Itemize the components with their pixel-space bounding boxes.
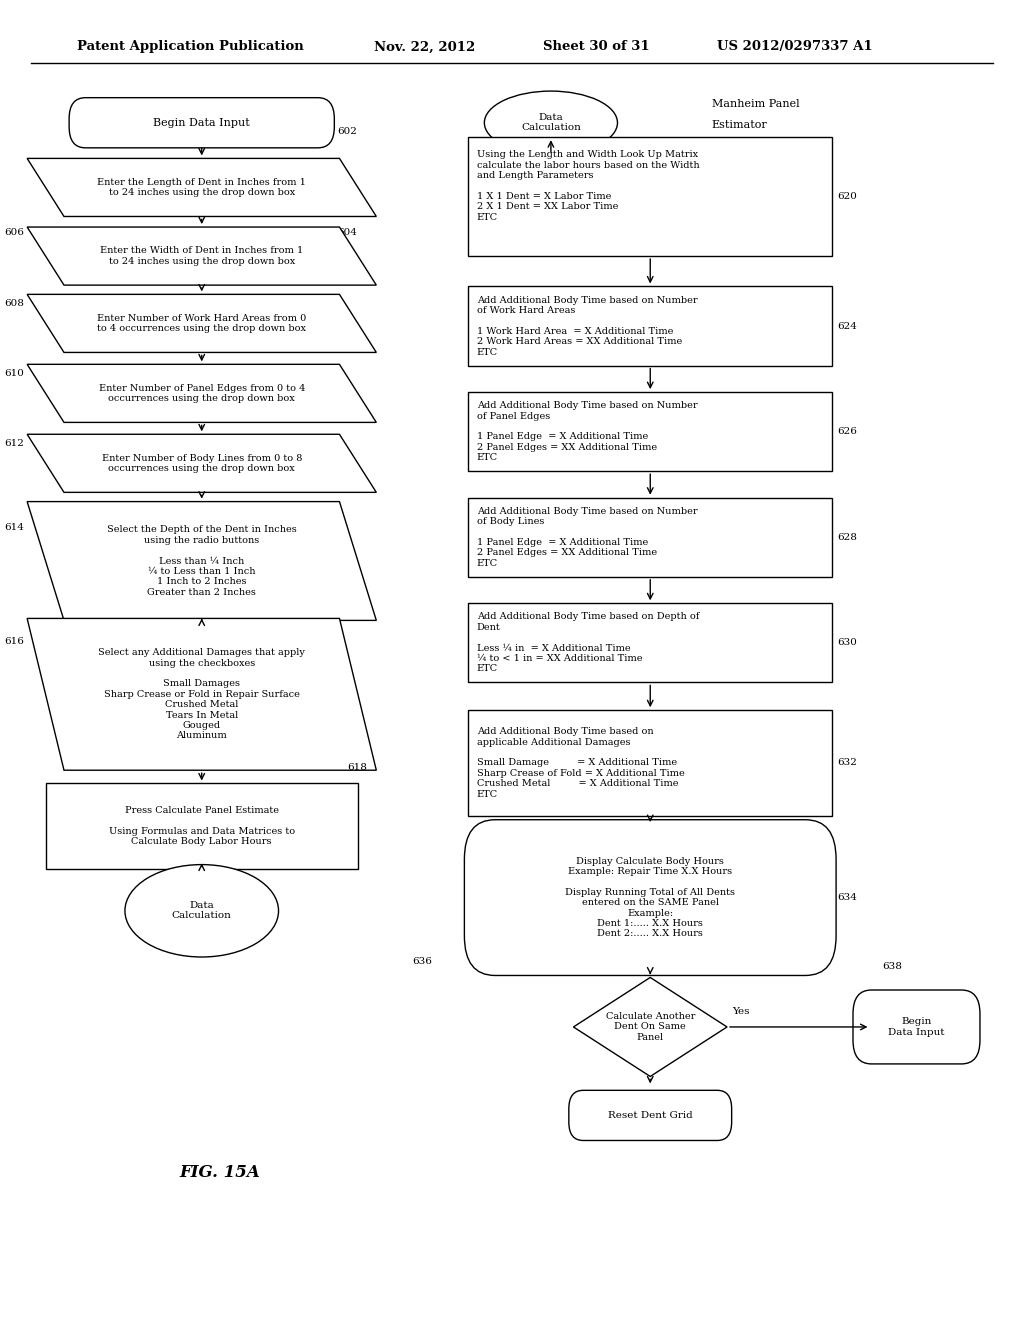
Text: 638a: 638a (666, 1096, 691, 1105)
Text: Add Additional Body Time based on Depth of
Dent

Less ¼ in  = X Additional Time
: Add Additional Body Time based on Depth … (477, 612, 699, 673)
Polygon shape (28, 502, 377, 620)
FancyBboxPatch shape (853, 990, 980, 1064)
Bar (469, 392, 831, 471)
Text: Nov. 22, 2012: Nov. 22, 2012 (374, 41, 475, 53)
Polygon shape (28, 364, 377, 422)
Text: Begin Data Input: Begin Data Input (154, 117, 250, 128)
Text: 632: 632 (838, 759, 857, 767)
Text: Select the Depth of the Dent in Inches
using the radio buttons

Less than ¼ Inch: Select the Depth of the Dent in Inches u… (106, 525, 297, 597)
Text: Add Additional Body Time based on Number
of Work Hard Areas

1 Work Hard Area  =: Add Additional Body Time based on Number… (477, 296, 697, 356)
Ellipse shape (125, 865, 279, 957)
Text: 604: 604 (338, 228, 357, 236)
Text: 610: 610 (5, 370, 25, 378)
Text: Estimator: Estimator (712, 120, 767, 131)
Bar (469, 137, 831, 256)
Text: 608: 608 (5, 300, 25, 308)
Bar (46, 783, 358, 869)
Bar (469, 710, 831, 816)
Text: 602: 602 (338, 128, 357, 136)
Text: Add Additional Body Time based on
applicable Additional Damages

Small Damage   : Add Additional Body Time based on applic… (477, 727, 684, 799)
Polygon shape (28, 227, 377, 285)
Text: Manheim Panel: Manheim Panel (712, 99, 800, 110)
Text: Add Additional Body Time based on Number
of Panel Edges

1 Panel Edge  = X Addit: Add Additional Body Time based on Number… (477, 401, 697, 462)
Text: 614: 614 (5, 524, 25, 532)
Text: Add Additional Body Time based on Number
of Body Lines

1 Panel Edge  = X Additi: Add Additional Body Time based on Number… (477, 507, 697, 568)
Text: 616: 616 (5, 638, 25, 645)
Text: Patent Application Publication: Patent Application Publication (77, 41, 303, 53)
Ellipse shape (484, 91, 617, 154)
Polygon shape (28, 434, 377, 492)
Text: Data
Calculation: Data Calculation (172, 902, 231, 920)
Text: Enter the Width of Dent in Inches from 1
to 24 inches using the drop down box: Enter the Width of Dent in Inches from 1… (100, 247, 303, 265)
Polygon shape (28, 294, 377, 352)
Text: Sheet 30 of 31: Sheet 30 of 31 (543, 41, 649, 53)
Text: Display Calculate Body Hours
Example: Repair Time X.X Hours

Display Running Tot: Display Calculate Body Hours Example: Re… (565, 857, 735, 939)
Text: FIG. 15A: FIG. 15A (180, 1164, 260, 1181)
Text: 612: 612 (5, 440, 25, 447)
Text: 624: 624 (838, 322, 857, 330)
Text: Enter the Length of Dent in Inches from 1
to 24 inches using the drop down box: Enter the Length of Dent in Inches from … (97, 178, 306, 197)
Bar (469, 603, 831, 682)
Text: Enter Number of Body Lines from 0 to 8
occurrences using the drop down box: Enter Number of Body Lines from 0 to 8 o… (101, 454, 302, 473)
Bar (469, 286, 831, 366)
Text: Yes: Yes (732, 1007, 750, 1016)
Polygon shape (573, 977, 727, 1077)
Text: Calculate Another
Dent On Same
Panel: Calculate Another Dent On Same Panel (605, 1012, 695, 1041)
Text: 628: 628 (838, 533, 857, 541)
Text: 634: 634 (838, 894, 857, 902)
Text: 636: 636 (412, 957, 432, 966)
Text: Data
Calculation: Data Calculation (521, 114, 581, 132)
Text: 620: 620 (838, 193, 857, 201)
FancyBboxPatch shape (70, 98, 334, 148)
Text: 618: 618 (348, 763, 368, 772)
Text: Press Calculate Panel Estimate

Using Formulas and Data Matrices to
Calculate Bo: Press Calculate Panel Estimate Using For… (109, 807, 295, 846)
Text: 606: 606 (5, 228, 25, 236)
Polygon shape (28, 618, 377, 771)
Text: Using the Length and Width Look Up Matrix
calculate the labor hours based on the: Using the Length and Width Look Up Matri… (477, 150, 699, 222)
Text: Select any Additional Damages that apply
using the checkboxes

Small Damages
Sha: Select any Additional Damages that apply… (98, 648, 305, 741)
Text: 626: 626 (838, 428, 857, 436)
Text: Reset Dent Grid: Reset Dent Grid (608, 1111, 692, 1119)
Text: No: No (638, 1096, 653, 1105)
FancyBboxPatch shape (569, 1090, 731, 1140)
Text: Flow Chart: Flow Chart (712, 141, 775, 152)
Text: 630: 630 (838, 639, 857, 647)
Text: US 2012/0297337 A1: US 2012/0297337 A1 (717, 41, 872, 53)
Text: Enter Number of Work Hard Areas from 0
to 4 occurrences using the drop down box: Enter Number of Work Hard Areas from 0 t… (97, 314, 306, 333)
Text: Enter Number of Panel Edges from 0 to 4
occurrences using the drop down box: Enter Number of Panel Edges from 0 to 4 … (98, 384, 305, 403)
Text: 638: 638 (883, 962, 902, 972)
FancyBboxPatch shape (465, 820, 836, 975)
Bar (469, 498, 831, 577)
Text: Begin
Data Input: Begin Data Input (888, 1018, 945, 1036)
Polygon shape (28, 158, 377, 216)
